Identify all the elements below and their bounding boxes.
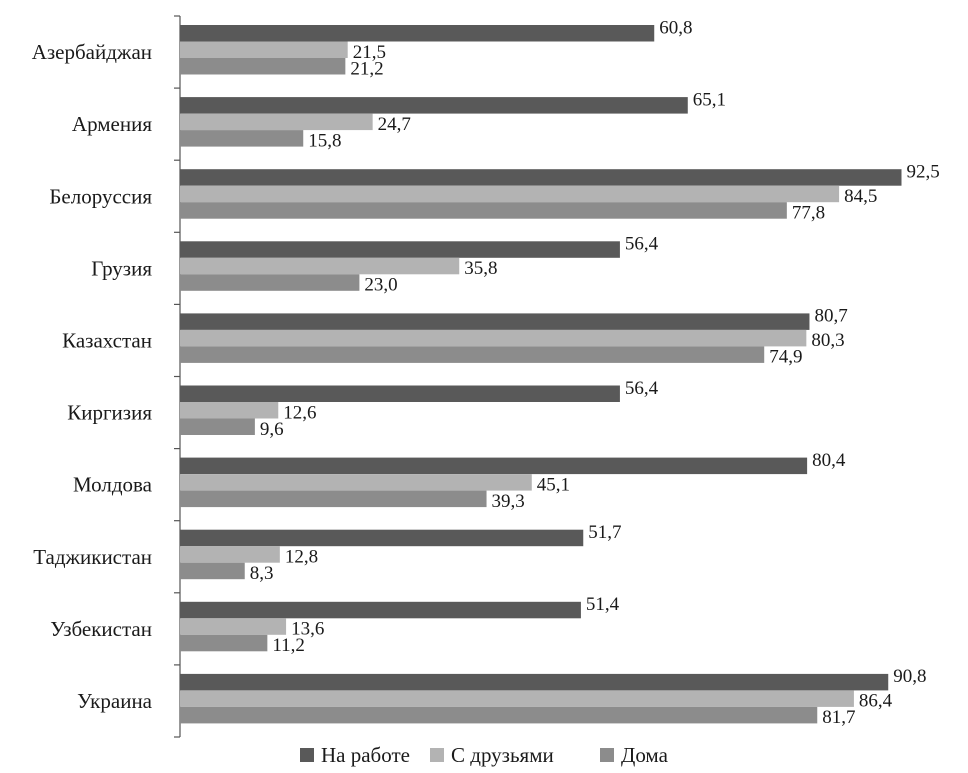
data-label: 74,9 [769,347,802,368]
data-label: 81,7 [822,707,855,728]
data-label: 11,2 [272,635,305,656]
bar-at-work [180,241,620,258]
legend-swatch [600,748,614,762]
bar-with-friends [180,474,532,491]
category-label: Белоруссия [49,184,152,208]
category-label: Киргизия [67,401,152,425]
category-label: Казахстан [62,328,152,352]
bar-at-home [180,562,245,580]
bar-at-work [180,25,655,42]
data-label: 86,4 [859,691,893,712]
data-label: 56,4 [625,378,659,399]
bar-at-home [180,490,487,508]
data-label: 21,2 [350,58,383,79]
legend: На работе С друзьями Дома [300,743,669,767]
legend-swatch [430,748,444,762]
data-label: 8,3 [250,563,274,584]
bar-at-home [180,202,787,219]
data-label: 23,0 [364,275,397,296]
bar-at-home [180,346,765,363]
bar-at-home [180,634,268,652]
category-label: Узбекистан [50,617,152,641]
data-label: 12,6 [283,402,316,423]
labels: Азербайджан 60,8 21,521,2 Армения 65,1 24,7 15… [32,17,940,728]
data-label: 80,7 [814,306,847,327]
data-label: 84,5 [844,186,877,207]
bar-at-home [180,130,304,147]
bar-with-friends [180,329,807,347]
bar-at-work [180,457,808,475]
category-label: Грузия [91,256,152,280]
data-label: 45,1 [537,474,570,495]
bar-at-work [180,673,889,691]
data-label: 80,3 [811,330,844,351]
data-label: 90,8 [893,666,926,687]
bar-with-friends [180,618,287,635]
bar-at-home [180,706,818,724]
bar-with-friends [180,257,460,275]
category-label: Таджикистан [33,545,152,569]
data-label: 77,8 [792,202,825,223]
bar-at-home [180,274,360,291]
category-label: Армения [72,112,152,136]
data-label: 24,7 [378,114,411,135]
data-label: 39,3 [492,491,525,512]
data-label: 15,8 [308,130,341,151]
bar-with-friends [180,402,279,419]
bar-at-work [180,97,688,114]
data-label: 92,5 [907,161,940,182]
bar-with-friends [180,690,854,707]
data-label: 51,4 [586,594,620,615]
bar-with-friends [180,546,280,563]
data-label: 12,8 [285,546,318,567]
category-label: Украина [77,689,153,713]
bar-with-friends [180,185,840,203]
data-label: 65,1 [693,89,726,110]
data-label: 51,7 [588,522,621,543]
data-label: 80,4 [812,450,846,471]
bars [180,25,902,724]
data-label: 9,6 [260,419,284,440]
legend-entry: С друзьями [451,743,554,767]
bar-with-friends [180,41,348,58]
bar-at-work [180,169,902,186]
legend-entry: На работе [321,743,410,767]
bar-at-home [180,58,346,75]
data-label: 13,6 [291,619,324,640]
category-label: Азербайджан [32,40,152,64]
bar-at-work [180,385,620,402]
legend-swatch [300,748,314,762]
legend-entry: Дома [621,743,669,767]
data-label: 21,5 [353,42,386,63]
bar-with-friends [180,113,373,131]
data-label: 56,4 [625,234,659,255]
category-label: Молдова [73,473,153,497]
bar-at-work [180,529,584,547]
axis [174,15,181,738]
data-label: 35,8 [464,258,497,279]
bar-at-work [180,313,810,330]
data-label: 60,8 [659,17,692,38]
bar-at-home [180,418,255,435]
bar-at-work [180,601,581,619]
